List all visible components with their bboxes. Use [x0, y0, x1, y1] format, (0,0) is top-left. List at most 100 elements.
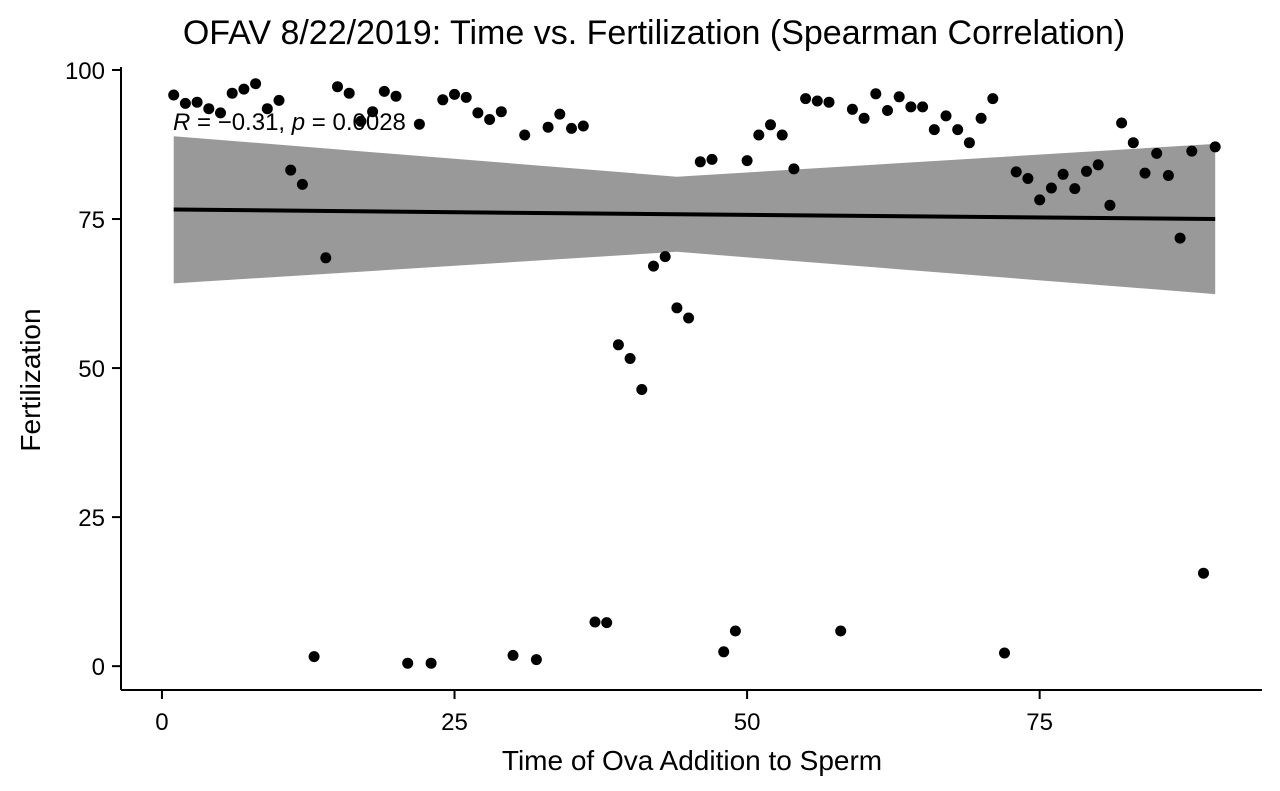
data-point [332, 81, 343, 93]
data-point [776, 129, 788, 141]
x-tick-label: 0 [155, 709, 168, 736]
data-point [472, 107, 484, 119]
data-point [250, 78, 262, 90]
data-point [1127, 137, 1139, 149]
data-point [425, 657, 437, 669]
data-point [507, 649, 519, 661]
x-tick-label: 75 [1026, 709, 1053, 736]
data-point [367, 106, 379, 118]
data-point [870, 88, 882, 100]
data-point [835, 625, 847, 637]
y-tick-label: 75 [78, 207, 105, 234]
y-tick-label: 100 [65, 58, 105, 85]
data-point [905, 101, 917, 113]
data-point [952, 124, 964, 136]
data-point [1081, 165, 1092, 177]
data-point [203, 103, 215, 115]
data-point [659, 251, 671, 263]
data-point [273, 94, 285, 106]
data-point [495, 106, 507, 118]
data-point [671, 302, 683, 314]
data-point [413, 118, 425, 130]
data-point [285, 164, 297, 176]
data-point [718, 646, 730, 658]
data-point [261, 103, 273, 115]
data-point [530, 654, 542, 666]
data-point [648, 260, 659, 272]
data-point [811, 95, 823, 107]
data-point [168, 89, 180, 101]
data-point [1057, 168, 1069, 180]
data-point [484, 114, 496, 125]
data-points [168, 78, 1221, 669]
data-point [706, 153, 718, 165]
data-point [566, 122, 577, 134]
r-value: = −0.31, [190, 109, 291, 136]
data-point [554, 108, 566, 120]
y-axis-ticks: 0 25 50 75 100 [65, 58, 121, 681]
data-point [355, 115, 367, 127]
y-tick-label: 0 [92, 654, 105, 681]
data-point [624, 353, 636, 364]
data-point [437, 94, 449, 106]
data-point [1186, 145, 1198, 157]
p-symbol: p [291, 109, 305, 136]
data-point [823, 96, 835, 108]
data-point [226, 87, 238, 99]
x-axis: 0 25 50 75 [121, 689, 1262, 736]
data-point [179, 97, 191, 109]
data-point [963, 137, 975, 149]
data-point [460, 91, 472, 103]
data-point [1045, 182, 1057, 194]
data-point [858, 112, 870, 124]
data-point [729, 625, 741, 637]
data-point [1022, 173, 1034, 184]
x-axis-ticks: 0 25 50 75 [155, 690, 1053, 736]
data-point [390, 90, 402, 102]
data-point [1116, 117, 1128, 129]
data-point [999, 647, 1010, 659]
data-point [800, 93, 812, 105]
data-point [1092, 159, 1104, 171]
data-point [320, 252, 332, 264]
r-symbol: R [173, 109, 190, 136]
data-point [694, 156, 706, 168]
data-point [975, 112, 987, 124]
data-point [917, 101, 929, 113]
data-point [542, 121, 554, 133]
regression-line [173, 207, 1216, 221]
data-point [612, 339, 624, 351]
data-point [238, 83, 250, 95]
correlation-annotation: R = −0.31, p = 0.0028 [173, 109, 406, 136]
data-point [1209, 141, 1221, 153]
data-point [402, 657, 414, 669]
data-point [601, 617, 613, 629]
data-point [1139, 167, 1151, 179]
data-point [1010, 166, 1022, 178]
x-tick-label: 25 [441, 709, 468, 736]
data-point [882, 105, 893, 116]
data-point [215, 107, 226, 119]
data-point [1162, 170, 1174, 181]
data-point [753, 129, 765, 141]
data-point [589, 616, 601, 628]
data-point [987, 93, 999, 105]
data-point [449, 88, 460, 100]
data-point [765, 119, 776, 131]
chart-title: OFAV 8/22/2019: Time vs. Fertilization (… [183, 14, 1125, 52]
data-point [788, 163, 800, 175]
data-point [636, 384, 648, 395]
y-tick-label: 25 [78, 505, 105, 532]
data-point [928, 124, 940, 136]
data-point [308, 651, 320, 663]
p-value: = 0.0028 [305, 109, 406, 136]
y-axis-title: Fertilization [15, 308, 46, 451]
x-tick-label: 50 [734, 709, 761, 736]
data-point [1198, 567, 1209, 579]
y-axis: 0 25 50 75 100 [65, 58, 122, 690]
data-point [577, 120, 589, 132]
data-point [1174, 232, 1186, 244]
data-point [1069, 183, 1081, 195]
y-tick-label: 50 [78, 356, 105, 383]
